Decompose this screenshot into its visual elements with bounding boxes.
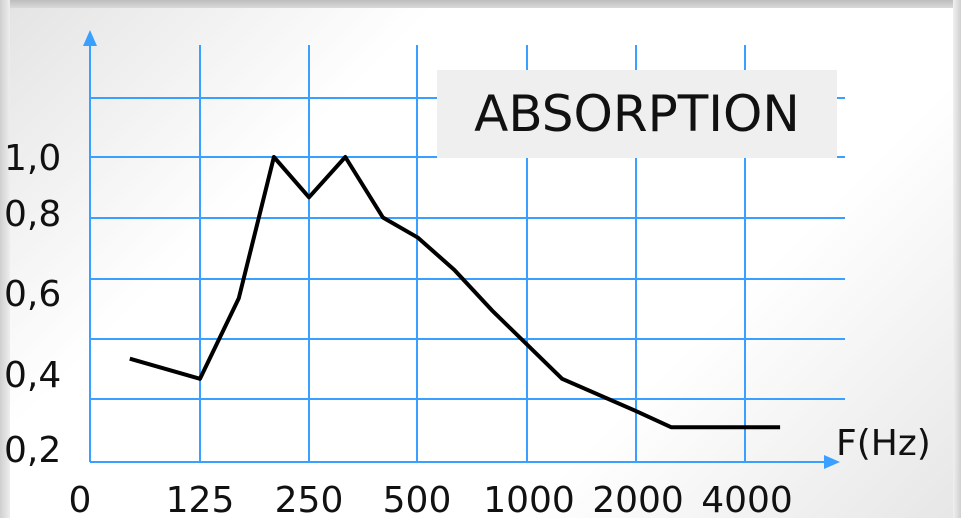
x-tick-label: 250 [275,480,344,518]
series-line [129,155,781,430]
y-tick-label: 0,8 [4,194,61,235]
x-tick-label: 4000 [701,480,793,518]
x-tick-label: 2000 [592,480,684,518]
x-tick-label: 1000 [483,480,575,518]
y-tick-label: 0,6 [4,274,61,315]
chart-title: ABSORPTION [437,70,837,158]
x-axis-arrow [824,455,840,469]
y-tick-label: 0,4 [4,355,61,396]
x-tick-label: 0 [69,480,92,518]
x-tick-label: 125 [166,480,235,518]
right-border [953,0,961,518]
axes [83,30,840,469]
x-axis-label: F(Hz) [836,423,931,464]
y-tick-label: 0,2 [4,430,61,471]
x-tick-label: 500 [383,480,452,518]
top-border [0,0,961,8]
y-axis-arrow [83,30,97,46]
left-border [0,0,10,518]
tick-labels: 0,2 0,4 0,6 0,8 1,0 0 125 250 500 1000 2000 4000 [4,138,793,518]
y-tick-label: 1,0 [4,138,61,179]
series [129,155,781,430]
